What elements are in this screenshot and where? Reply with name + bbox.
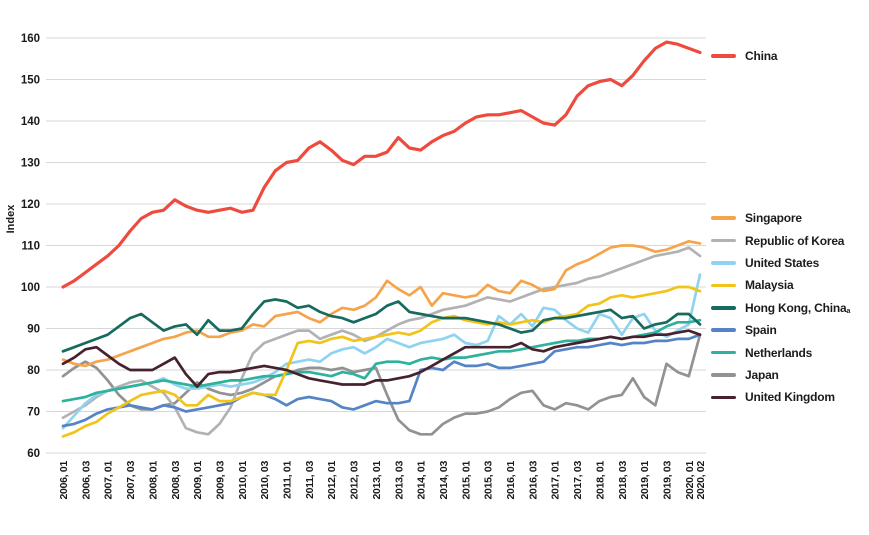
x-tick-label: 2015, 01 — [460, 461, 472, 500]
x-tick-label: 2010, 03 — [259, 461, 271, 500]
malaysia-line-swatch — [711, 283, 736, 288]
y-tick-label: 120 — [21, 199, 40, 211]
x-tick-label: 2011, 01 — [282, 461, 294, 499]
legend-label-spain: Spain — [745, 323, 777, 338]
x-tick-label: 2020, 01 — [684, 461, 696, 500]
y-axis-ticks: 160 150 140 130 120 110 100 90 80 70 60 — [21, 33, 40, 460]
japan-line-swatch — [711, 373, 736, 377]
x-tick-label: 2016, 03 — [527, 461, 539, 500]
x-tick-label: 2020, 02 — [695, 461, 707, 500]
legend-label-hong-kong-china: Hong Kong, Chinaa — [745, 300, 851, 315]
x-tick-label: 2012, 01 — [326, 461, 338, 500]
netherlands-line-swatch — [711, 350, 736, 355]
legend-label-singapore: Singapore — [745, 211, 802, 226]
x-tick-label: 2009, 03 — [214, 461, 226, 500]
legend-label-japan: Japan — [745, 367, 779, 382]
x-tick-label: 2013, 03 — [393, 461, 405, 500]
x-tick-label: 2017, 01 — [550, 461, 562, 500]
legend-item-malaysia: Malaysia — [711, 274, 850, 296]
x-tick-label: 2007, 03 — [125, 461, 137, 500]
series-line-republic-of-korea — [61, 246, 702, 436]
y-tick-label: 160 — [21, 33, 40, 45]
series-line-singapore — [61, 239, 702, 368]
y-tick-label: 100 — [21, 282, 40, 294]
x-tick-label: 2018, 01 — [594, 461, 606, 500]
series-line-united-kingdom — [61, 329, 702, 388]
china-line-swatch — [711, 54, 736, 58]
x-tick-label: 2007, 01 — [103, 461, 115, 500]
gridlines — [46, 37, 706, 454]
x-tick-label: 2013, 01 — [371, 461, 383, 500]
legend-item-china: China — [711, 49, 778, 63]
x-tick-label: 2006, 03 — [80, 461, 92, 500]
legend-item-hong-kong-china: Hong Kong, Chinaa — [711, 297, 850, 319]
legend-item-singapore: Singapore — [711, 207, 850, 229]
legend-label-republic-of-korea: Republic of Korea — [745, 233, 845, 248]
y-axis-title: Index — [5, 204, 17, 234]
legend-label-united-states: United States — [745, 255, 820, 270]
y-tick-label: 70 — [27, 407, 40, 419]
series-line-china — [61, 40, 702, 289]
y-tick-label: 110 — [21, 241, 40, 253]
x-axis-ticks: 2006, 01 2006, 03 2007, 01 2007, 03 2008, 01… — [58, 461, 707, 500]
x-tick-label: 2017, 03 — [572, 461, 584, 500]
x-tick-label: 2006, 01 — [58, 461, 70, 500]
series-line-united-states — [61, 273, 702, 430]
x-tick-label: 2016, 01 — [505, 461, 517, 500]
legend-label-united-kingdom: United Kingdom — [745, 390, 835, 405]
legend-item-republic-of-korea: Republic of Korea — [711, 229, 850, 251]
x-tick-label: 2015, 03 — [483, 461, 495, 500]
series-line-hong-kong-china — [61, 298, 702, 353]
legend-label-malaysia: Malaysia — [745, 278, 794, 293]
series-line-malaysia — [61, 285, 702, 438]
x-tick-label: 2014, 01 — [416, 461, 428, 500]
y-tick-label: 140 — [21, 116, 40, 128]
spain-line-swatch — [711, 328, 736, 332]
united-kingdom-line-swatch — [711, 395, 736, 400]
x-tick-label: 2009, 01 — [192, 461, 204, 500]
x-tick-label: 2011, 03 — [304, 461, 316, 499]
legend-item-netherlands: Netherlands — [711, 341, 850, 363]
hong-kong-china-line-swatch — [711, 305, 736, 310]
x-tick-label: 2008, 01 — [147, 461, 159, 500]
x-tick-label: 2019, 03 — [661, 461, 673, 500]
legend-label-china: China — [745, 49, 778, 63]
singapore-line-swatch — [711, 216, 736, 220]
y-tick-label: 60 — [27, 448, 40, 460]
series-line-japan — [61, 333, 702, 436]
x-tick-label: 2010, 01 — [237, 461, 249, 500]
x-tick-label: 2014, 03 — [438, 461, 450, 500]
united-states-line-swatch — [711, 261, 736, 265]
legend-item-japan: Japan — [711, 364, 850, 386]
legend: Singapore Republic of Korea United States M… — [711, 207, 850, 409]
x-tick-label: 2008, 03 — [170, 461, 182, 500]
x-tick-label: 2012, 03 — [349, 461, 361, 500]
y-tick-label: 80 — [27, 365, 40, 377]
legend-item-united-kingdom: United Kingdom — [711, 386, 850, 408]
y-tick-label: 90 — [27, 324, 40, 336]
series-line-spain — [61, 333, 702, 428]
republic-of-korea-line-swatch — [711, 238, 736, 243]
legend-item-spain: Spain — [711, 319, 850, 341]
footnote-marker: a — [846, 307, 851, 315]
y-tick-label: 130 — [21, 158, 40, 170]
x-tick-label: 2019, 01 — [639, 461, 651, 500]
x-tick-label: 2018, 03 — [617, 461, 629, 500]
legend-label-netherlands: Netherlands — [745, 345, 813, 360]
y-tick-label: 150 — [21, 75, 40, 87]
legend-item-united-states: United States — [711, 252, 850, 274]
